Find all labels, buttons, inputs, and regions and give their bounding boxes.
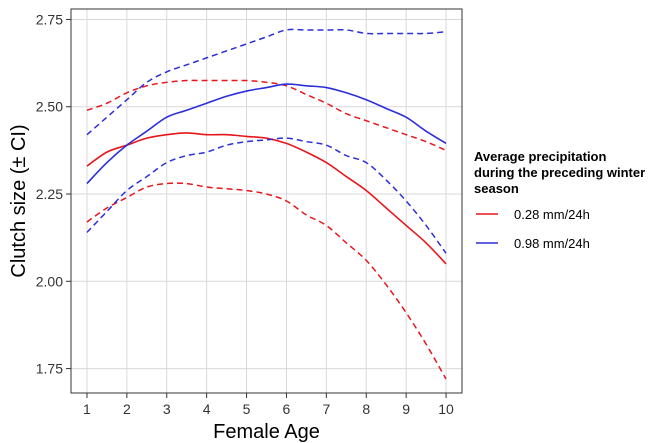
legend: Average precipitation during the precedi… xyxy=(474,149,645,251)
x-tick-label: 1 xyxy=(83,401,91,417)
x-tick-label: 6 xyxy=(283,401,291,417)
series-layer xyxy=(86,28,447,380)
mean-line-0.98 xyxy=(86,83,447,185)
plot-area xyxy=(71,9,462,393)
x-tick-label: 2 xyxy=(123,401,131,417)
y-axis-title: Clutch size (± CI) xyxy=(8,124,30,277)
grid-lines xyxy=(71,9,462,393)
x-tick-label: 5 xyxy=(243,401,251,417)
x-tick-label: 8 xyxy=(362,401,370,417)
ci-upper-line-0.28 xyxy=(86,79,447,152)
y-tick-label: 2.00 xyxy=(36,273,63,289)
ci-lower-line-0.28 xyxy=(86,182,447,380)
axes: 1 2 3 4 5 6 7 8 9 10 1.75 2.00 2.25 2.50 2.75 xyxy=(36,11,454,417)
y-tick-label: 1.75 xyxy=(36,361,63,377)
legend-title-line-1: Average precipitation xyxy=(474,149,607,164)
legend-label-0.98: 0.98 mm/24h xyxy=(514,236,590,251)
x-tick-label: 10 xyxy=(438,401,454,417)
legend-label-0.28: 0.28 mm/24h xyxy=(514,207,590,222)
y-tick-label: 2.25 xyxy=(36,186,63,202)
mean-line-0.28 xyxy=(86,132,447,265)
y-tick-label: 2.75 xyxy=(36,11,63,27)
y-tick-label: 2.50 xyxy=(36,99,63,115)
ci-lower-line-0.98 xyxy=(86,137,447,254)
x-tick-label: 9 xyxy=(402,401,410,417)
legend-title-line-2: during the preceding winter xyxy=(474,165,645,180)
plot-frame xyxy=(70,8,463,394)
x-tick-label: 7 xyxy=(322,401,330,417)
x-tick-label: 4 xyxy=(203,401,211,417)
x-axis-title: Female Age xyxy=(213,421,320,443)
x-tick-label: 3 xyxy=(163,401,171,417)
legend-title-line-3: season xyxy=(474,181,519,196)
